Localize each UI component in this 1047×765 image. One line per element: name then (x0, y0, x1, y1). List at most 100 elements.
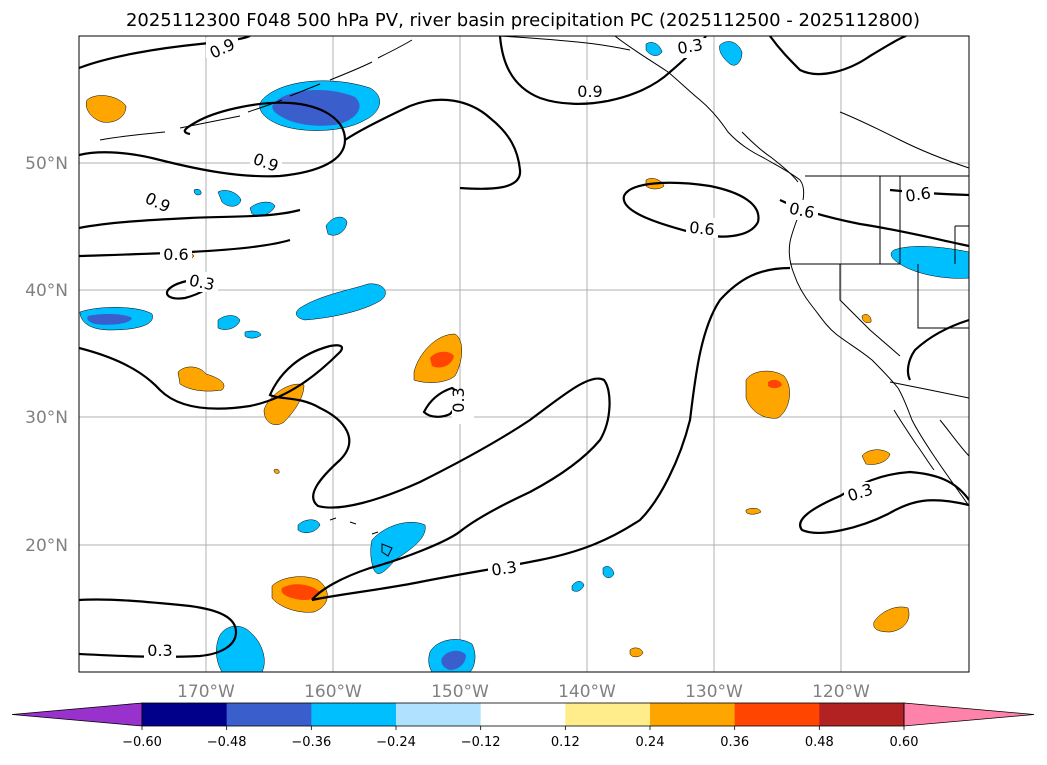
map-panel: 0.9 0.9 0.9 0.9 0.6 0.3 0.3 0.3 0.6 0.6 (78, 35, 970, 673)
colorbar-frame (141, 702, 905, 727)
state-border-4 (954, 225, 969, 264)
california-nevada-border (839, 264, 901, 357)
pos-anomaly-14 (273, 468, 280, 474)
colorbar-tick-label: −0.24 (376, 735, 416, 750)
colorbar-tick-label: 0.48 (805, 735, 834, 750)
colorbar-segment (311, 703, 397, 726)
baja-california (893, 409, 935, 471)
colorbar-tick-label: 0.60 (890, 735, 919, 750)
state-border-1 (790, 176, 901, 265)
pos-anomaly-1-core (430, 351, 454, 368)
contour-0.9-west (79, 208, 301, 230)
colorbar-tick-label: 0.12 (551, 735, 580, 750)
neg-anomaly-16 (645, 42, 663, 56)
state-border-3 (917, 264, 969, 329)
contour-label-11: 0.6 (904, 183, 932, 205)
lon-label-130w: 130°W (685, 682, 743, 702)
lat-label-30n: 30°N (25, 408, 68, 428)
pos-anomaly-6 (263, 383, 305, 425)
colorbar-segment (142, 703, 228, 726)
contour-label-group: 0.9 0.9 0.9 0.9 0.6 0.3 0.3 0.3 0.6 0.6 (142, 35, 934, 660)
longitude-labels: 170°W 160°W 150°W 140°W 130°W 120°W (177, 682, 870, 702)
neg-anomaly-3 (217, 315, 241, 330)
pos-anomaly-11 (745, 508, 762, 515)
contour-label-7: 0.3 (676, 35, 704, 58)
pos-anomaly-5 (177, 366, 225, 392)
coastlines (99, 36, 969, 557)
contour-label-12: 0.3 (490, 557, 518, 579)
contour-label-5: 0.6 (163, 245, 188, 264)
colorbar-segment (396, 703, 482, 726)
colorbar-segment (565, 703, 651, 726)
contour-label-14: 0.3 (147, 641, 172, 660)
colorbar-tick-label: −0.48 (207, 735, 247, 750)
lon-label-150w: 150°W (431, 682, 489, 702)
contour-0.3-east-curve (906, 318, 969, 381)
inland-outline (839, 111, 969, 169)
pos-anomaly-3-core (768, 379, 782, 389)
contour-label-8: 0.3 (449, 387, 468, 412)
pos-anomaly-13 (861, 314, 872, 323)
neg-anomaly-4 (244, 330, 262, 339)
lat-label-50n: 50°N (25, 154, 68, 174)
neg-anomaly-5 (217, 190, 242, 207)
colorbar-extend-high (903, 702, 1035, 727)
colorbar-tick-label: −0.12 (461, 735, 501, 750)
neg-anomaly-7 (325, 216, 348, 236)
neg-anomaly-17 (193, 188, 202, 196)
lon-label-160w: 160°W (304, 682, 362, 702)
colorbar-tick-label: −0.36 (291, 735, 331, 750)
colorbar-tick-label: 0.24 (636, 735, 665, 750)
contour-label-10: 0.6 (787, 199, 816, 223)
pos-anomaly-10 (629, 647, 644, 658)
colorbar-segment (226, 703, 312, 726)
mainland-mexico-coast (939, 419, 969, 457)
map-frame (78, 35, 970, 673)
pos-anomaly-7 (873, 606, 910, 633)
lon-label-140w: 140°W (558, 682, 616, 702)
colorbar-segment (734, 703, 820, 726)
colorbar-extend-low (11, 702, 143, 727)
us-mexico-border (889, 381, 969, 399)
contour-0.3-central (79, 344, 611, 601)
pos-anomaly-8 (861, 449, 891, 465)
contour-0.3-south (311, 266, 791, 602)
hawaiian-islands (329, 517, 393, 557)
contour-0.9-east (344, 98, 522, 190)
pv-contours (79, 36, 969, 658)
pos-anomaly-2-core (281, 584, 320, 600)
contour-0.9-central (79, 101, 347, 178)
contour-0.3-east-loop (799, 470, 969, 534)
north-america-west-coast (614, 36, 969, 507)
graticule (79, 36, 969, 672)
colorbar-segment (480, 703, 566, 726)
neg-anomaly-10 (216, 625, 265, 672)
alaska-coast (499, 36, 631, 51)
vancouver-island (741, 131, 799, 183)
neg-anomaly-11-core (441, 650, 466, 670)
neg-anomaly-15 (719, 41, 743, 66)
neg-anomaly-14 (890, 246, 969, 279)
neg-anomaly-13 (602, 566, 615, 578)
contour-label-9: 0.6 (688, 218, 715, 240)
contour-0.9-gulf (769, 36, 907, 76)
contour-label-2: 0.9 (577, 82, 602, 101)
lat-label-40n: 40°N (25, 281, 68, 301)
lon-label-120w: 120°W (812, 682, 870, 702)
neg-anomaly-12 (571, 581, 585, 592)
colorbar-segment (819, 703, 905, 726)
contour-0.6-ne-loop (622, 181, 760, 238)
lon-label-170w: 170°W (177, 682, 235, 702)
colorbar-segment (650, 703, 736, 726)
colorbar-tick-label: 0.36 (720, 735, 749, 750)
neg-anomaly-1 (296, 283, 386, 321)
lat-label-20n: 20°N (25, 536, 68, 556)
neg-anomaly-2-core (87, 313, 132, 325)
colorbar-tick-label: −0.60 (122, 735, 162, 750)
pos-anomaly-4 (86, 95, 127, 123)
contour-label-6: 0.3 (187, 271, 216, 295)
colorbar: −0.60 −0.48 −0.36 −0.24 −0.12 0.12 0.24 0.36 0.4… (11, 702, 1035, 750)
figure-title: 2025112300 F048 500 hPa PV, river basin … (126, 10, 920, 31)
aleutian-islands (99, 39, 413, 141)
